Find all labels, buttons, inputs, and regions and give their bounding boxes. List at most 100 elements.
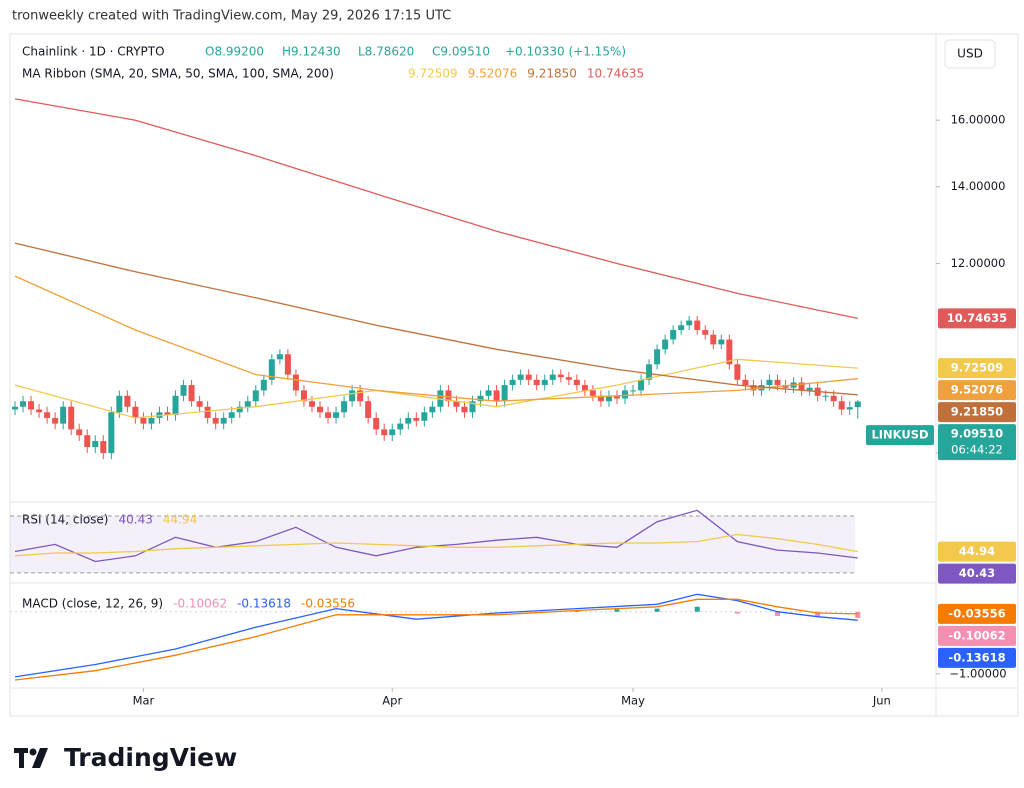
- candle-body: [276, 354, 283, 360]
- candle-body: [413, 417, 420, 421]
- candle-body: [766, 379, 773, 386]
- price-label-box: [938, 358, 1016, 379]
- candle-body: [292, 374, 299, 391]
- y-tick-label: −1.00000: [949, 666, 1006, 680]
- candle-body: [204, 406, 211, 418]
- ribbon-title: MA Ribbon (SMA, 20, SMA, 50, SMA, 100, S…: [22, 67, 334, 81]
- price-label-box: [938, 563, 1016, 584]
- symbol-label: LINKUSD: [871, 428, 928, 442]
- attribution: tronweekly created with TradingView.com,…: [12, 9, 451, 24]
- candle-body: [116, 395, 123, 413]
- candle-body: [349, 390, 356, 402]
- candle-body: [357, 390, 364, 402]
- candle-body: [28, 401, 35, 410]
- candle-body: [12, 406, 18, 410]
- candle-body: [573, 379, 580, 386]
- ohlc-high: H9.12430: [282, 45, 341, 59]
- candle-body: [333, 412, 340, 418]
- candle-body: [188, 385, 195, 402]
- candle-body: [533, 379, 540, 386]
- histogram-bar: [694, 606, 700, 612]
- price-label: 9.21850: [951, 405, 1003, 419]
- candle-body: [662, 339, 669, 350]
- candle-body: [196, 401, 203, 407]
- indicator-line: [14, 533, 858, 557]
- candle-body: [830, 395, 837, 402]
- candle-body: [108, 412, 115, 454]
- candle-body: [317, 406, 323, 413]
- candle-body: [525, 374, 532, 380]
- symbol-box: [866, 425, 934, 446]
- ohlc-low: L8.78620: [358, 45, 414, 59]
- legend-value: -0.13618: [237, 597, 291, 611]
- x-tick-label: Jun: [872, 694, 891, 708]
- x-tick-label: May: [621, 694, 645, 708]
- candle-body: [44, 412, 51, 418]
- candle-body: [493, 390, 500, 402]
- candle-body: [381, 429, 388, 436]
- brand: TradingView: [64, 743, 237, 772]
- candle-body: [284, 354, 291, 375]
- histogram-bar: [654, 608, 660, 612]
- candle-body: [148, 417, 155, 424]
- x-tick-label: Apr: [382, 694, 402, 708]
- ribbon-value: 9.52076: [468, 67, 518, 81]
- price-label-box: [938, 424, 1016, 461]
- histogram-bar: [855, 611, 861, 618]
- legend-value: -0.10062: [173, 597, 227, 611]
- candle-body: [36, 409, 43, 413]
- currency-button[interactable]: [944, 39, 996, 69]
- candle-body: [678, 325, 685, 330]
- histogram-bar: [734, 611, 740, 614]
- y-tick-label: 14.00000: [951, 179, 1006, 193]
- candle-body: [405, 417, 412, 424]
- candle-body: [252, 390, 259, 402]
- candle-body: [60, 406, 67, 424]
- price-label: 9.52076: [951, 383, 1003, 397]
- candle-body: [421, 412, 428, 421]
- price-label: -0.10062: [948, 628, 1005, 642]
- rsi-band: [10, 515, 855, 573]
- chart-frame: [9, 33, 1019, 717]
- candle-body: [132, 406, 139, 418]
- candle-body: [838, 401, 845, 410]
- price-label: -0.13618: [948, 650, 1005, 664]
- candle-body: [806, 387, 813, 391]
- indicator-line: [14, 358, 858, 419]
- y-tick-label: 16.00000: [951, 113, 1006, 127]
- price-label-box: [938, 625, 1016, 646]
- candle-body: [485, 390, 492, 396]
- price-label: 9.09510: [951, 427, 1003, 441]
- candle-body: [172, 395, 179, 416]
- price-label-box: [938, 541, 1016, 562]
- rsi-title: RSI (14, close): [22, 513, 108, 527]
- price-label-box: [938, 402, 1016, 423]
- candle-body: [549, 374, 556, 380]
- candle-body: [622, 390, 628, 399]
- candle-body: [694, 320, 701, 330]
- candle-body: [325, 412, 332, 418]
- candle-body: [52, 417, 59, 424]
- currency[interactable]: USD: [957, 47, 983, 61]
- candle-body: [670, 329, 677, 340]
- candle-body: [734, 364, 741, 380]
- candle-body: [782, 385, 789, 388]
- price-label: 44.94: [959, 544, 995, 558]
- candle-body: [710, 334, 717, 345]
- histogram-bar: [775, 611, 780, 617]
- ribbon-value: 10.74635: [587, 67, 644, 81]
- candle-body: [477, 395, 484, 402]
- price-label: -0.03556: [948, 606, 1005, 620]
- logo-part: [29, 748, 37, 756]
- candle-body: [654, 349, 661, 365]
- candle-body: [68, 406, 75, 430]
- indicator-line: [14, 509, 858, 563]
- countdown: 06:44:22: [951, 443, 1003, 457]
- candle-body: [557, 374, 564, 378]
- price-label: 40.43: [959, 566, 995, 580]
- price-label-box: [938, 308, 1016, 329]
- y-tick-label: 12.00000: [951, 256, 1006, 270]
- candle-body: [517, 374, 524, 380]
